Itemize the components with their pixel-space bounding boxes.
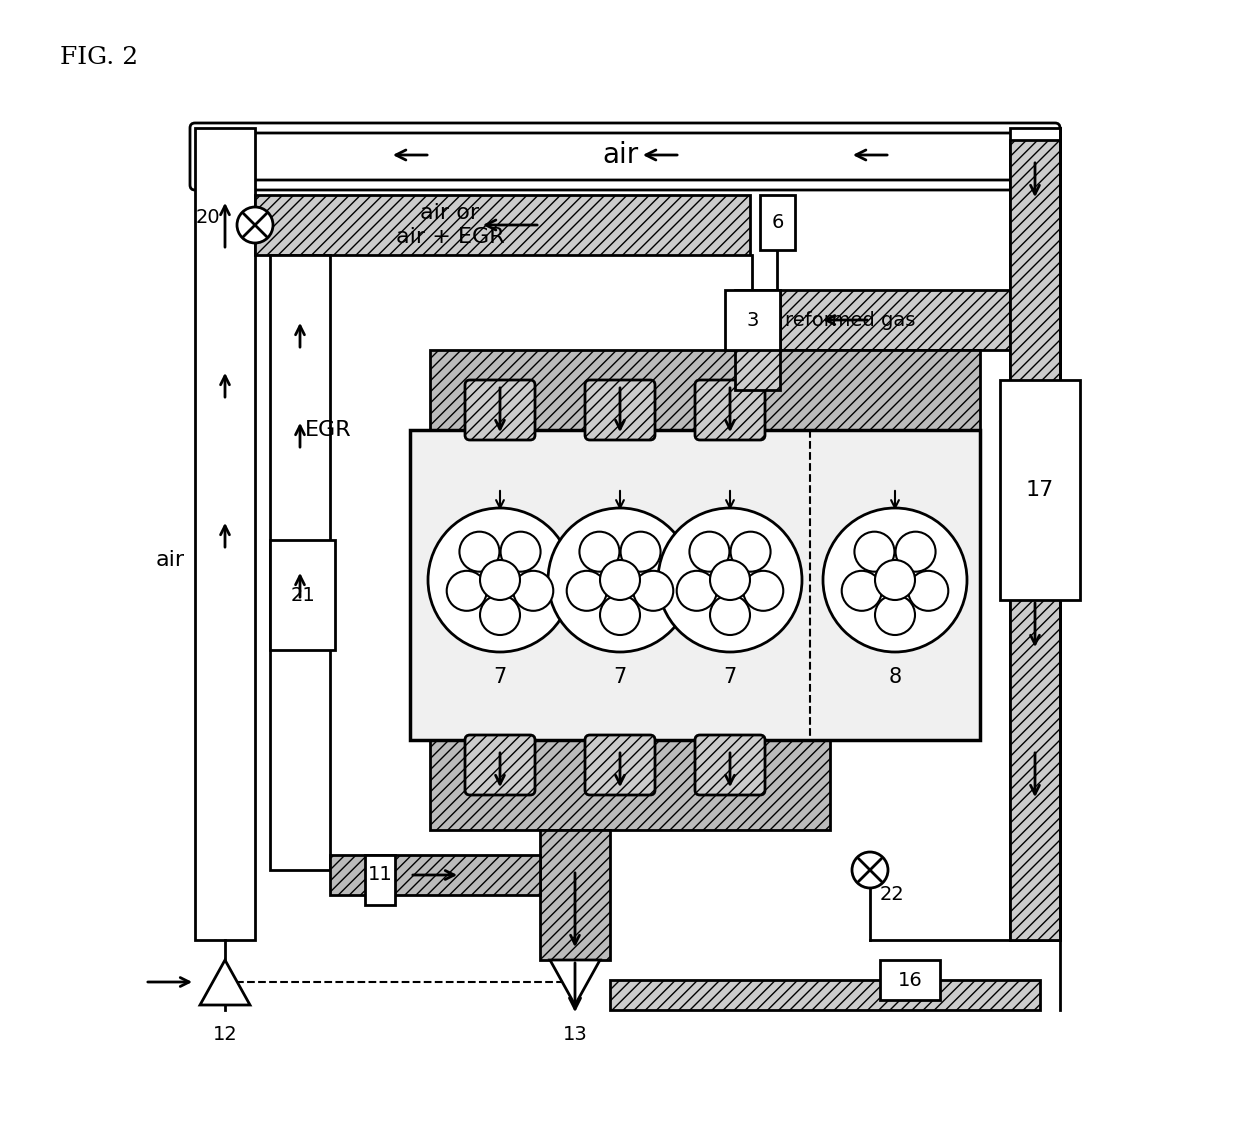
Bar: [725, 290, 780, 350]
Circle shape: [658, 508, 802, 652]
Circle shape: [620, 532, 661, 571]
FancyBboxPatch shape: [694, 735, 765, 795]
Circle shape: [895, 532, 935, 571]
Polygon shape: [551, 960, 600, 1005]
Bar: [1011, 128, 1060, 939]
Circle shape: [677, 570, 717, 611]
Circle shape: [579, 532, 620, 571]
Circle shape: [237, 207, 273, 243]
Circle shape: [730, 532, 770, 571]
Text: 12: 12: [212, 1025, 237, 1044]
Circle shape: [908, 570, 949, 611]
Text: 7: 7: [723, 667, 737, 687]
Circle shape: [480, 595, 520, 635]
Circle shape: [501, 532, 541, 571]
Text: 11: 11: [367, 866, 392, 885]
Circle shape: [711, 595, 750, 635]
Circle shape: [689, 532, 729, 571]
Circle shape: [480, 560, 520, 600]
Bar: [760, 290, 1011, 350]
Circle shape: [875, 595, 915, 635]
Bar: [735, 290, 780, 390]
FancyBboxPatch shape: [200, 133, 1050, 179]
Bar: [330, 855, 539, 895]
Bar: [270, 540, 335, 650]
FancyBboxPatch shape: [190, 123, 1060, 190]
Circle shape: [711, 560, 750, 600]
Circle shape: [852, 852, 888, 888]
Text: air or
air + EGR: air or air + EGR: [396, 203, 505, 247]
Text: 16: 16: [898, 970, 923, 989]
Circle shape: [854, 532, 894, 571]
Text: 22: 22: [880, 885, 905, 904]
FancyBboxPatch shape: [585, 381, 655, 440]
FancyBboxPatch shape: [585, 735, 655, 795]
Circle shape: [460, 532, 500, 571]
Circle shape: [600, 595, 640, 635]
FancyBboxPatch shape: [465, 381, 534, 440]
Text: 20: 20: [196, 208, 219, 226]
Bar: [880, 960, 940, 1000]
Bar: [255, 195, 750, 254]
Polygon shape: [200, 960, 250, 1005]
Bar: [270, 254, 330, 870]
FancyBboxPatch shape: [465, 735, 534, 795]
Circle shape: [446, 570, 487, 611]
Bar: [365, 855, 396, 905]
Circle shape: [567, 570, 606, 611]
Text: 3: 3: [746, 310, 759, 329]
Bar: [610, 980, 1040, 1010]
Circle shape: [823, 508, 967, 652]
Text: 17: 17: [1025, 481, 1054, 500]
Text: air: air: [155, 550, 185, 570]
Circle shape: [842, 570, 882, 611]
Text: 6: 6: [771, 214, 784, 232]
Circle shape: [875, 560, 915, 600]
Text: 13: 13: [563, 1025, 588, 1044]
Text: 7: 7: [614, 667, 626, 687]
Circle shape: [428, 508, 572, 652]
Circle shape: [600, 560, 640, 600]
Bar: [539, 830, 610, 960]
Bar: [760, 195, 795, 250]
FancyBboxPatch shape: [694, 381, 765, 440]
Text: FIG. 2: FIG. 2: [60, 45, 138, 69]
Text: 8: 8: [888, 667, 901, 687]
Bar: [1011, 140, 1060, 939]
Bar: [430, 350, 980, 435]
Bar: [410, 431, 980, 740]
Circle shape: [634, 570, 673, 611]
Text: 21: 21: [290, 585, 315, 604]
Text: 7: 7: [494, 667, 507, 687]
Bar: [999, 381, 1080, 600]
Text: reformed gas: reformed gas: [785, 310, 915, 329]
Text: air: air: [601, 141, 639, 169]
Bar: [195, 128, 255, 939]
Circle shape: [743, 570, 784, 611]
Bar: [430, 740, 830, 830]
Text: EGR: EGR: [305, 420, 352, 440]
Circle shape: [548, 508, 692, 652]
Circle shape: [513, 570, 553, 611]
